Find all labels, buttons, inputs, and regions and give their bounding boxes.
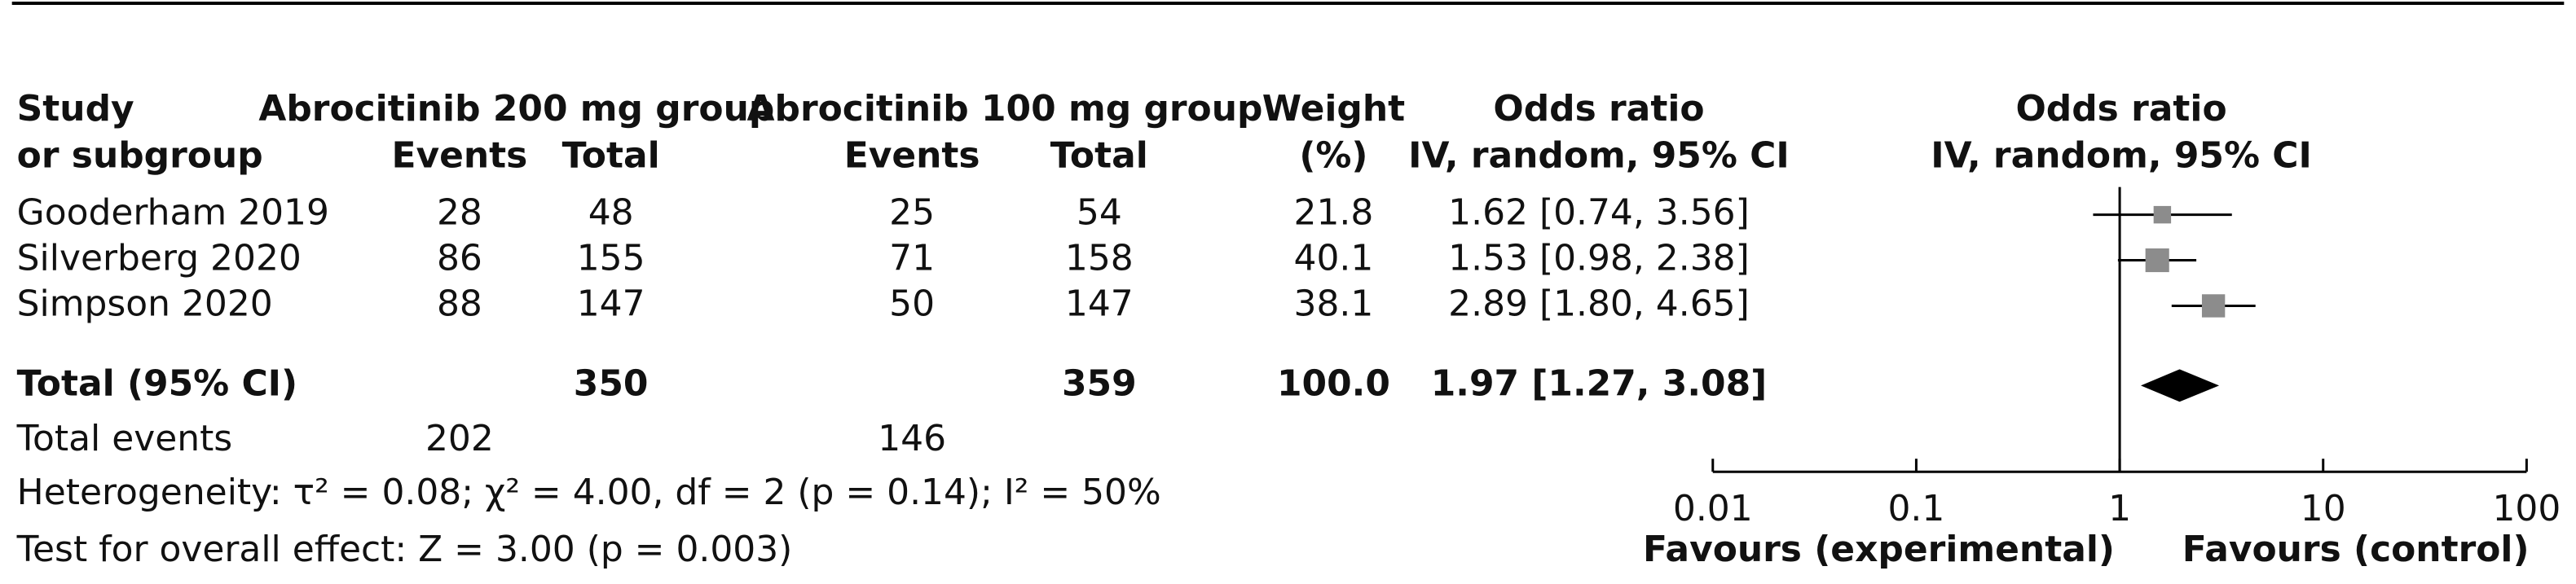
- cell: 88: [437, 283, 482, 324]
- header: Weight: [1262, 88, 1405, 130]
- header: Abrocitinib 100 mg group: [747, 88, 1263, 130]
- heterogeneity: Heterogeneity: τ² = 0.08; χ² = 4.00, df …: [17, 472, 1161, 513]
- odds-ratio: 1.62 [0.74, 3.56]: [1448, 192, 1750, 234]
- header: (%): [1299, 135, 1367, 177]
- total-events: Total events: [16, 418, 233, 459]
- header: Events: [844, 135, 980, 177]
- odds-ratio: 1.53 [0.98, 2.38]: [1448, 238, 1750, 279]
- cell: 38.1: [1294, 283, 1374, 324]
- study-name: Silverberg 2020: [17, 238, 302, 279]
- header: Abrocitinib 200 mg group: [258, 88, 774, 130]
- x-tick-label: 100: [2492, 488, 2561, 529]
- x-tick-label: 0.1: [1887, 488, 1944, 529]
- overall-effect: Test for overall effect: Z = 3.00 (p = 0…: [16, 529, 793, 570]
- header: Total: [562, 135, 660, 177]
- odds-ratio: 2.89 [1.80, 4.65]: [1448, 283, 1750, 324]
- x-tick-label: 1: [2108, 488, 2131, 529]
- weight-square: [2145, 248, 2169, 273]
- odds-ratio: 1.97 [1.27, 3.08]: [1431, 362, 1768, 404]
- header: Odds ratio: [1493, 88, 1704, 130]
- cell: 86: [437, 238, 482, 279]
- weight-square: [2153, 205, 2172, 224]
- cell: 147: [1065, 283, 1134, 324]
- cell: 25: [889, 192, 935, 234]
- x-tick-label: 0.01: [1673, 488, 1753, 529]
- cell: 48: [588, 192, 634, 234]
- header: or subgroup: [17, 135, 263, 177]
- cell: 158: [1065, 238, 1134, 279]
- cell: 28: [437, 192, 482, 234]
- x-tick-label: 10: [2301, 488, 2346, 529]
- cell: 202: [425, 418, 494, 459]
- cell: 155: [577, 238, 645, 279]
- favours-left: Favours (experimental): [1643, 529, 2115, 570]
- cell: 21.8: [1294, 192, 1374, 234]
- cell: 40.1: [1294, 238, 1374, 279]
- header: Events: [391, 135, 527, 177]
- cell: 146: [878, 418, 946, 459]
- header: IV, random, 95% CI: [1931, 135, 2312, 177]
- cell: 50: [889, 283, 935, 324]
- study-name: Simpson 2020: [17, 283, 273, 324]
- cell: 71: [889, 238, 935, 279]
- header: Total: [1050, 135, 1148, 177]
- header: Odds ratio: [2015, 88, 2226, 130]
- cell: 359: [1062, 362, 1137, 404]
- study-name: Gooderham 2019: [17, 192, 329, 234]
- cell: 350: [574, 362, 649, 404]
- total-name: Total (95% CI): [17, 362, 297, 404]
- favours-right: Favours (control): [2182, 529, 2530, 570]
- cell: 100.0: [1277, 362, 1390, 404]
- cell: 147: [577, 283, 645, 324]
- summary-diamond: [2140, 369, 2220, 402]
- weight-square: [2201, 294, 2226, 318]
- cell: 54: [1077, 192, 1122, 234]
- header: Study: [17, 88, 134, 130]
- header: IV, random, 95% CI: [1408, 135, 1790, 177]
